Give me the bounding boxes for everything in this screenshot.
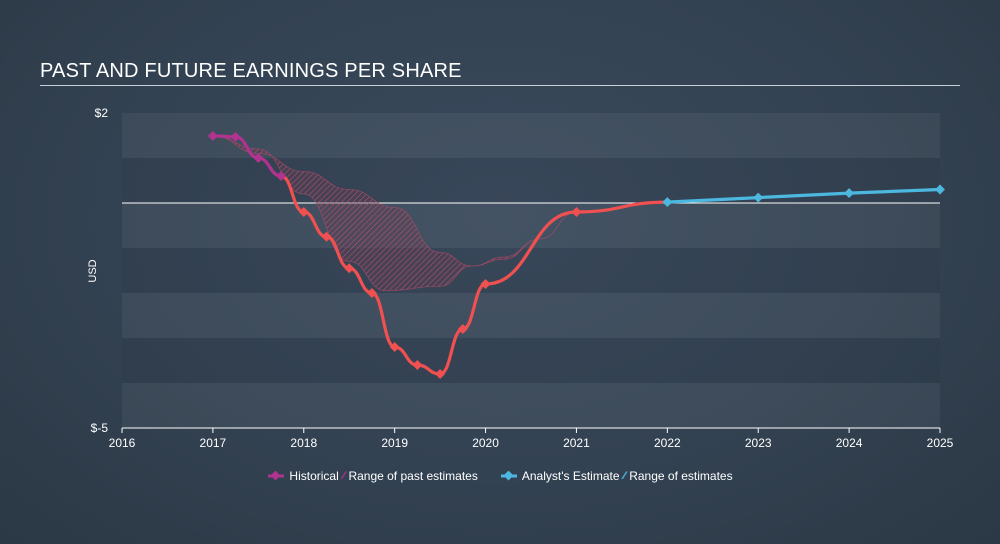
historical-line-segment <box>574 200 669 214</box>
y-axis-ticks: $2 $-5 <box>91 106 109 435</box>
legend-label-range-past: Range of past estimates <box>348 469 478 483</box>
legend-group-future: Analyst's Estimate ⁄⁄ Range of estimates <box>500 469 733 483</box>
x-tick-label: 2021 <box>563 436 590 450</box>
historical-point <box>571 207 582 217</box>
historical-point <box>298 207 309 217</box>
x-tick-label: 2022 <box>654 436 681 450</box>
legend-item-analyst-estimate[interactable]: Analyst's Estimate <box>500 469 620 483</box>
estimate-point <box>935 184 945 195</box>
background-band <box>122 383 940 428</box>
historical-point <box>457 324 468 334</box>
legend-item-historical[interactable]: Historical <box>267 469 339 483</box>
historical-point <box>276 171 287 181</box>
legend-label-historical: Historical <box>289 469 339 483</box>
background-band <box>122 248 940 293</box>
estimate-point <box>844 188 855 199</box>
hatch-icon: ⁄⁄ <box>342 470 346 482</box>
x-tick-label: 2020 <box>472 436 499 450</box>
background-bands <box>122 113 940 428</box>
y-tick-label: $2 <box>95 106 109 120</box>
estimate-point <box>662 197 673 208</box>
historical-point <box>253 153 264 163</box>
legend-label-analyst-estimate: Analyst's Estimate <box>521 469 620 483</box>
historical-line-segment <box>483 210 579 286</box>
chart-title: PAST AND FUTURE EARNINGS PER SHARE <box>40 60 462 82</box>
hatch-icon: ⁄⁄ <box>623 470 627 482</box>
legend-label-range-estimates: Range of estimates <box>629 469 733 483</box>
x-tick-label: 2019 <box>381 436 408 450</box>
estimate-point <box>753 192 764 203</box>
x-tick-label: 2018 <box>290 436 317 450</box>
y-axis-label: USD <box>87 259 99 282</box>
legend-group-past: Historical ⁄⁄ Range of past estimates <box>267 469 478 483</box>
markers-group <box>207 131 945 379</box>
x-tick-label: 2016 <box>109 436 136 450</box>
legend-item-range-past[interactable]: ⁄⁄ Range of past estimates <box>343 469 478 483</box>
historical-point <box>344 263 355 274</box>
background-band <box>122 338 940 383</box>
historical-point <box>366 288 377 298</box>
background-band <box>122 113 940 158</box>
estimate-line <box>667 187 941 204</box>
background-band <box>122 293 940 338</box>
legend-item-range-estimates[interactable]: ⁄⁄ Range of estimates <box>624 469 733 483</box>
y-tick-label: $-5 <box>91 421 109 435</box>
x-tick-label: 2025 <box>927 436 954 450</box>
historical-point <box>480 279 491 289</box>
historical-point <box>207 131 218 141</box>
x-tick-label: 2024 <box>836 436 863 450</box>
estimate-legend-icon <box>500 471 517 481</box>
historical-point <box>321 231 332 242</box>
x-axis: 2016 2017 2018 2019 2020 2021 2022 2023 2024 2025 <box>109 427 954 450</box>
historical-point <box>389 342 400 352</box>
x-tick-label: 2017 <box>200 436 227 450</box>
x-tick-label: 2023 <box>745 436 772 450</box>
legend: Historical ⁄⁄ Range of past estimates An… <box>0 469 1000 483</box>
historical-point <box>412 360 423 370</box>
historical-point <box>230 131 241 142</box>
title-divider <box>40 85 960 86</box>
historical-legend-icon <box>268 471 285 481</box>
historical-point <box>435 369 446 379</box>
